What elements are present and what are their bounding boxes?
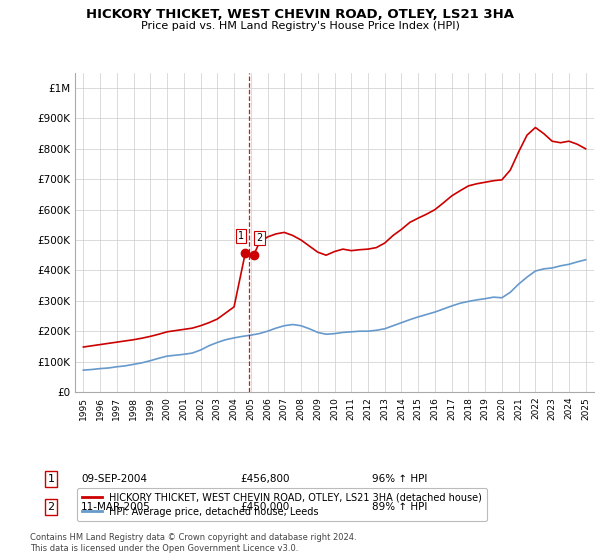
Text: 2: 2 bbox=[256, 233, 263, 243]
Text: 09-SEP-2004: 09-SEP-2004 bbox=[81, 474, 147, 484]
Text: 89% ↑ HPI: 89% ↑ HPI bbox=[372, 502, 427, 512]
Legend: HICKORY THICKET, WEST CHEVIN ROAD, OTLEY, LS21 3HA (detached house), HPI: Averag: HICKORY THICKET, WEST CHEVIN ROAD, OTLEY… bbox=[77, 488, 487, 521]
Text: 1: 1 bbox=[238, 231, 244, 241]
Text: 2: 2 bbox=[47, 502, 55, 512]
Text: Contains HM Land Registry data © Crown copyright and database right 2024.
This d: Contains HM Land Registry data © Crown c… bbox=[30, 533, 356, 553]
Text: £450,000: £450,000 bbox=[240, 502, 289, 512]
Text: 1: 1 bbox=[47, 474, 55, 484]
Text: Price paid vs. HM Land Registry's House Price Index (HPI): Price paid vs. HM Land Registry's House … bbox=[140, 21, 460, 31]
Text: 96% ↑ HPI: 96% ↑ HPI bbox=[372, 474, 427, 484]
Text: 11-MAR-2005: 11-MAR-2005 bbox=[81, 502, 151, 512]
Text: HICKORY THICKET, WEST CHEVIN ROAD, OTLEY, LS21 3HA: HICKORY THICKET, WEST CHEVIN ROAD, OTLEY… bbox=[86, 8, 514, 21]
Text: £456,800: £456,800 bbox=[240, 474, 290, 484]
